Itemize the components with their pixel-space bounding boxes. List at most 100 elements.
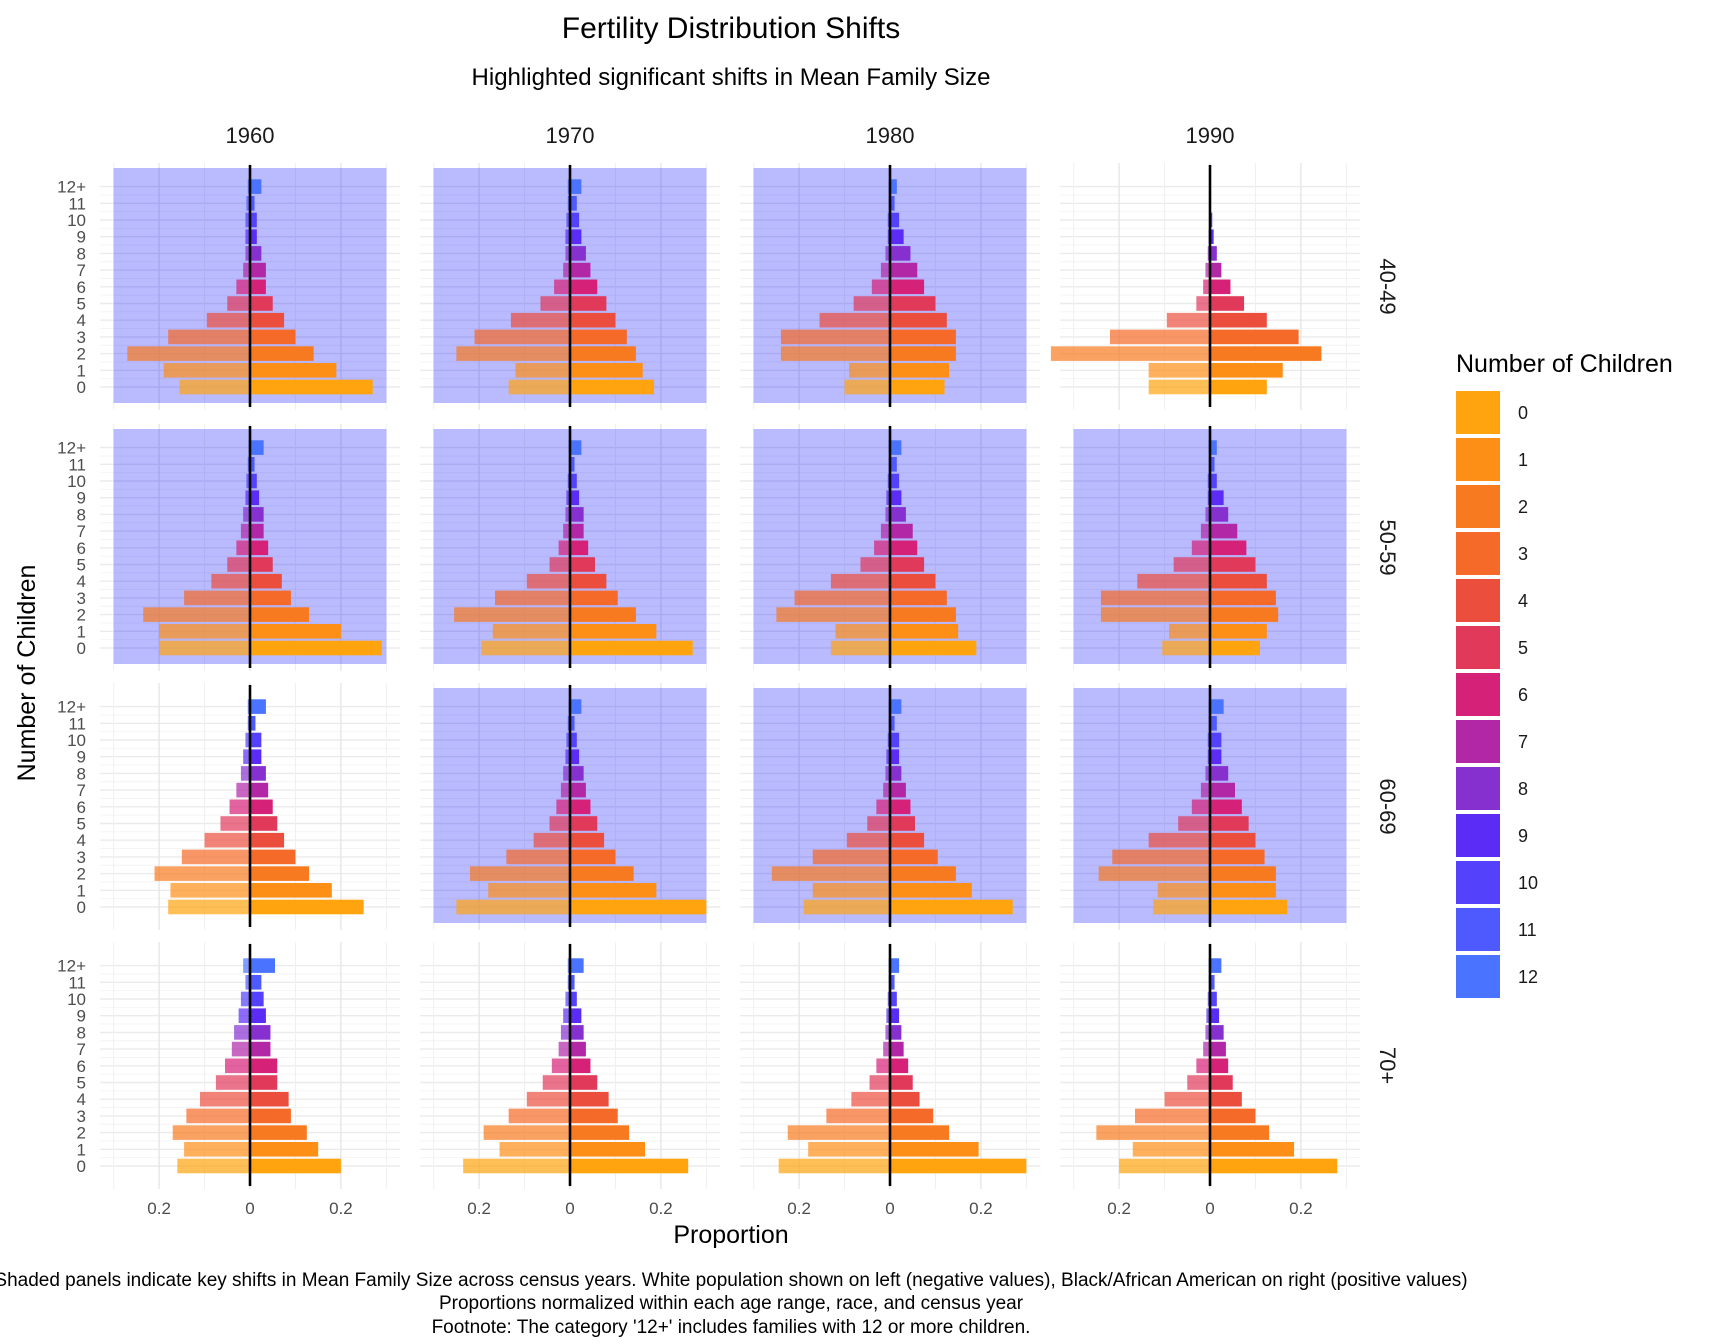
bar-black-5 <box>890 816 915 831</box>
bar-black-10 <box>1210 732 1222 748</box>
bar-black-4 <box>250 832 285 848</box>
y-tick-label: 5 <box>77 815 86 834</box>
bar-white-1 <box>163 363 250 378</box>
bar-black-4 <box>250 573 282 589</box>
bar-black-8 <box>1210 246 1217 261</box>
bar-black-7 <box>890 523 913 539</box>
bar-white-11 <box>245 975 250 990</box>
bar-black-10 <box>250 473 257 489</box>
legend-swatch-11 <box>1456 908 1500 951</box>
bar-black-5 <box>1210 816 1249 831</box>
bar-white-4 <box>1137 573 1210 589</box>
bar-black-5 <box>570 557 595 572</box>
bar-black-0 <box>1210 899 1288 915</box>
bar-white-3 <box>495 590 570 606</box>
bar-black-6 <box>250 799 273 815</box>
bar-white-3 <box>1110 329 1210 345</box>
legend-swatch-3 <box>1456 532 1500 575</box>
y-tick-label: 11 <box>68 455 86 474</box>
bar-black-11 <box>1210 975 1215 990</box>
bar-white-5 <box>1187 1075 1210 1090</box>
bar-white-7 <box>1203 1041 1210 1057</box>
bar-white-4 <box>526 573 570 589</box>
bar-black-3 <box>1210 329 1299 345</box>
bar-black-10 <box>570 991 577 1007</box>
bar-black-5 <box>1210 557 1256 572</box>
bar-black-10 <box>1210 991 1217 1007</box>
bar-black-4 <box>1210 573 1267 589</box>
bar-black-4 <box>890 312 947 328</box>
bar-black-2 <box>1210 866 1276 881</box>
bar-white-10 <box>245 732 250 748</box>
bar-black-8 <box>890 507 906 522</box>
bar-black-12+ <box>890 958 900 973</box>
bar-black-1 <box>570 883 657 898</box>
y-tick-label: 4 <box>77 311 86 330</box>
bar-white-11 <box>246 196 250 211</box>
bar-white-3 <box>1100 590 1210 606</box>
y-tick-label: 4 <box>77 831 86 850</box>
y-tick-label: 6 <box>77 278 86 297</box>
bar-black-7 <box>890 1041 904 1057</box>
bar-white-0 <box>1153 899 1210 915</box>
bar-white-3 <box>780 329 890 345</box>
bar-black-1 <box>250 624 341 639</box>
bar-black-3 <box>1210 849 1265 865</box>
bar-white-6 <box>236 279 250 295</box>
bar-white-5 <box>853 296 890 311</box>
bar-black-5 <box>890 1075 913 1090</box>
bar-black-8 <box>1210 507 1229 522</box>
legend-swatch-6 <box>1456 673 1500 716</box>
bar-white-8 <box>245 246 250 261</box>
bar-black-2 <box>570 1125 630 1140</box>
bar-white-8 <box>1205 766 1210 781</box>
bar-black-10 <box>250 212 257 228</box>
y-tick-label: 2 <box>77 345 86 364</box>
bar-black-4 <box>570 312 616 328</box>
bar-black-1 <box>570 1142 645 1157</box>
bar-black-12+ <box>250 179 262 194</box>
x-tick-label: 0.2 <box>329 1199 353 1218</box>
legend-label-3: 3 <box>1518 544 1528 564</box>
bar-white-6 <box>225 1058 250 1074</box>
bar-black-2 <box>570 346 636 361</box>
bar-white-6 <box>1191 799 1210 815</box>
y-tick-label: 10 <box>67 211 86 230</box>
bar-black-11 <box>890 716 895 731</box>
bar-white-1 <box>184 1142 250 1157</box>
y-tick-label: 7 <box>77 1040 86 1059</box>
bar-black-10 <box>890 732 900 748</box>
bar-black-3 <box>890 849 938 865</box>
bar-white-0 <box>1119 1158 1210 1174</box>
bar-black-10 <box>570 212 580 228</box>
bar-black-4 <box>890 573 936 589</box>
bar-black-6 <box>250 1058 278 1074</box>
bar-black-9 <box>250 1008 266 1023</box>
bar-black-1 <box>890 883 972 898</box>
y-tick-label: 7 <box>77 261 86 280</box>
bar-black-10 <box>570 473 577 489</box>
bar-white-9 <box>1206 1008 1210 1023</box>
legend-label-0: 0 <box>1518 403 1528 423</box>
bar-white-8 <box>885 507 890 522</box>
bar-black-6 <box>570 1058 591 1074</box>
bar-black-5 <box>890 296 936 311</box>
bar-white-6 <box>874 540 890 556</box>
bar-black-3 <box>570 849 616 865</box>
y-tick-label: 1 <box>77 361 86 380</box>
bar-black-10 <box>890 473 900 489</box>
bar-black-7 <box>1210 782 1235 798</box>
bar-white-9 <box>245 229 250 244</box>
bar-white-8 <box>243 507 250 522</box>
bar-white-9 <box>886 490 890 505</box>
bar-black-0 <box>890 1158 1027 1174</box>
bar-black-3 <box>570 1108 618 1124</box>
bar-black-1 <box>890 624 959 639</box>
y-tick-label: 5 <box>77 1074 86 1093</box>
bar-black-9 <box>250 490 260 505</box>
bar-white-10 <box>565 991 570 1007</box>
y-tick-label: 0 <box>77 639 86 658</box>
panel-1990-70+: 0.2 0 0.2 <box>1060 942 1360 1218</box>
legend-swatch-2 <box>1456 485 1500 528</box>
